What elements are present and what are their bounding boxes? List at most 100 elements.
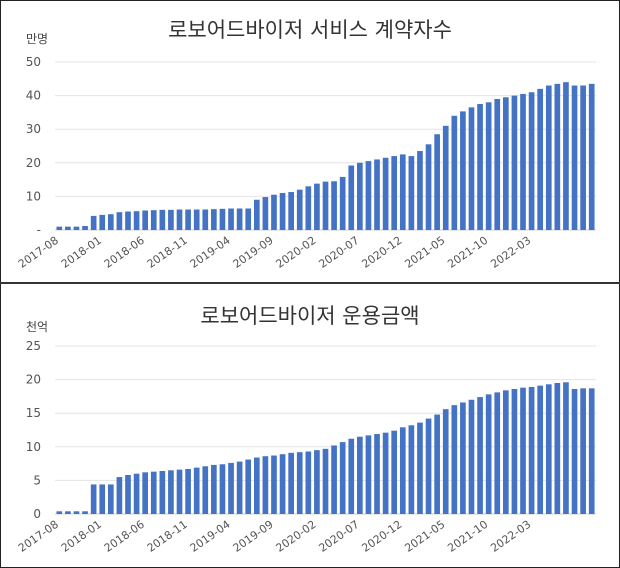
aum-bar bbox=[193, 467, 200, 514]
contracts-bar bbox=[202, 209, 209, 230]
aum-bar bbox=[580, 388, 586, 514]
aum-bar bbox=[116, 477, 123, 514]
aum-bar bbox=[99, 484, 106, 514]
contracts-x-tick-label: 2019-09 bbox=[231, 234, 276, 271]
contracts-bar bbox=[537, 88, 544, 230]
aum-x-tick-label: 2020-12 bbox=[359, 518, 404, 555]
contracts-bar bbox=[563, 82, 569, 230]
contracts-bar bbox=[477, 104, 483, 230]
contracts-x-tick-label: 2018-11 bbox=[145, 234, 190, 271]
aum-bar bbox=[399, 427, 406, 514]
contracts-bar-chart: -10203040502017-082018-012018-062018-112… bbox=[16, 55, 596, 271]
contracts-bar bbox=[176, 209, 183, 230]
aum-bar bbox=[365, 435, 372, 514]
contracts-x-tick-label: 2017-08 bbox=[16, 234, 61, 271]
contracts-bar bbox=[357, 162, 363, 230]
aum-x-tick-label: 2020-02 bbox=[274, 518, 319, 555]
contracts-bar bbox=[339, 176, 346, 230]
contracts-bar bbox=[451, 115, 458, 230]
aum-bar bbox=[219, 464, 226, 514]
aum-bar bbox=[262, 456, 269, 514]
contracts-bar bbox=[305, 186, 312, 230]
aum-bar bbox=[176, 469, 183, 514]
aum-bar bbox=[202, 466, 209, 514]
aum-x-tick-label: 2022-03 bbox=[488, 518, 533, 555]
aum-bar bbox=[82, 511, 88, 514]
contracts-bar bbox=[374, 159, 380, 230]
aum-bar bbox=[339, 442, 346, 514]
aum-bar bbox=[348, 438, 355, 514]
aum-bar bbox=[537, 385, 544, 514]
aum-bar bbox=[90, 484, 97, 514]
aum-bar bbox=[279, 454, 286, 514]
aum-x-tick-label: 2021-10 bbox=[445, 518, 490, 555]
contracts-bar bbox=[391, 156, 398, 230]
aum-x-tick-label: 2019-04 bbox=[188, 518, 233, 555]
aum-bar bbox=[288, 452, 294, 514]
aum-bar bbox=[528, 386, 535, 514]
contracts-x-tick-label: 2018-06 bbox=[102, 234, 147, 271]
aum-bar bbox=[211, 464, 217, 514]
aum-y-tick-label: 0 bbox=[33, 507, 41, 521]
contracts-bar bbox=[494, 98, 501, 231]
aum-x-tick-label: 2018-11 bbox=[145, 518, 190, 555]
contracts-bar bbox=[322, 181, 329, 230]
aum-bar bbox=[374, 434, 380, 514]
aum-bar bbox=[357, 436, 363, 514]
contracts-bar bbox=[580, 85, 586, 231]
aum-bar bbox=[434, 414, 440, 514]
aum-bar bbox=[545, 384, 552, 514]
aum-x-tick-label: 2021-05 bbox=[402, 518, 447, 555]
aum-y-tick-label: 5 bbox=[33, 473, 41, 487]
contracts-bar bbox=[236, 208, 243, 230]
aum-bar bbox=[331, 445, 337, 514]
aum-bar bbox=[588, 388, 595, 514]
contracts-bar bbox=[279, 193, 286, 230]
contracts-bar bbox=[399, 154, 406, 230]
aum-chart-title: 로보어드바이저 운용금액 bbox=[200, 304, 420, 328]
aum-y-tick-label: 20 bbox=[26, 373, 41, 387]
aum-bar bbox=[322, 448, 329, 514]
aum-bar bbox=[159, 470, 166, 514]
contracts-unit-label: 만명 bbox=[26, 32, 49, 46]
contracts-bar bbox=[408, 156, 415, 230]
aum-bar bbox=[253, 457, 260, 514]
aum-bar bbox=[477, 397, 483, 514]
aum-x-tick-label: 2018-06 bbox=[102, 518, 147, 555]
aum-bar bbox=[391, 430, 398, 514]
contracts-chart-title: 로보어드바이저 서비스 계약자수 bbox=[168, 18, 452, 42]
aum-chart-panel: 로보어드바이저 운용금액 천억 0 5 10 15 20 25 2017-08 2018-01… bbox=[0, 284, 620, 568]
aum-bar bbox=[142, 472, 148, 514]
contracts-bar bbox=[442, 125, 449, 230]
contracts-bar bbox=[193, 209, 200, 230]
contracts-bar bbox=[545, 85, 552, 231]
contracts-bar bbox=[116, 212, 123, 230]
aum-bar bbox=[563, 382, 569, 514]
contracts-y-tick-label: - bbox=[37, 223, 41, 237]
aum-bar bbox=[56, 511, 63, 514]
contracts-bar bbox=[185, 209, 191, 230]
aum-bar bbox=[520, 387, 526, 514]
contracts-y-tick-label: 40 bbox=[26, 89, 41, 103]
aum-bar bbox=[168, 470, 174, 514]
contracts-bar bbox=[262, 197, 269, 230]
aum-bar bbox=[503, 390, 509, 514]
contracts-x-tick-label: 2018-01 bbox=[59, 234, 104, 271]
aum-y-tick-label: 15 bbox=[26, 406, 41, 420]
aum-bar-chart: 05101520252017-082018-012018-062018-1120… bbox=[16, 339, 596, 555]
aum-bar bbox=[417, 422, 423, 514]
aum-bar bbox=[460, 402, 466, 514]
contracts-bar bbox=[485, 102, 492, 230]
contracts-bar bbox=[142, 210, 148, 230]
aum-bar bbox=[571, 389, 578, 514]
aum-bar bbox=[425, 418, 432, 514]
contracts-bar bbox=[90, 215, 97, 230]
contracts-x-tick-label: 2021-05 bbox=[402, 234, 447, 271]
aum-bar bbox=[305, 451, 312, 514]
aum-bar bbox=[271, 455, 277, 514]
contracts-x-tick-label: 2020-07 bbox=[316, 234, 361, 271]
contracts-bar bbox=[434, 134, 440, 230]
aum-bar bbox=[185, 468, 191, 514]
contracts-bar bbox=[417, 151, 423, 230]
contracts-x-tick-label: 2019-04 bbox=[188, 234, 233, 271]
